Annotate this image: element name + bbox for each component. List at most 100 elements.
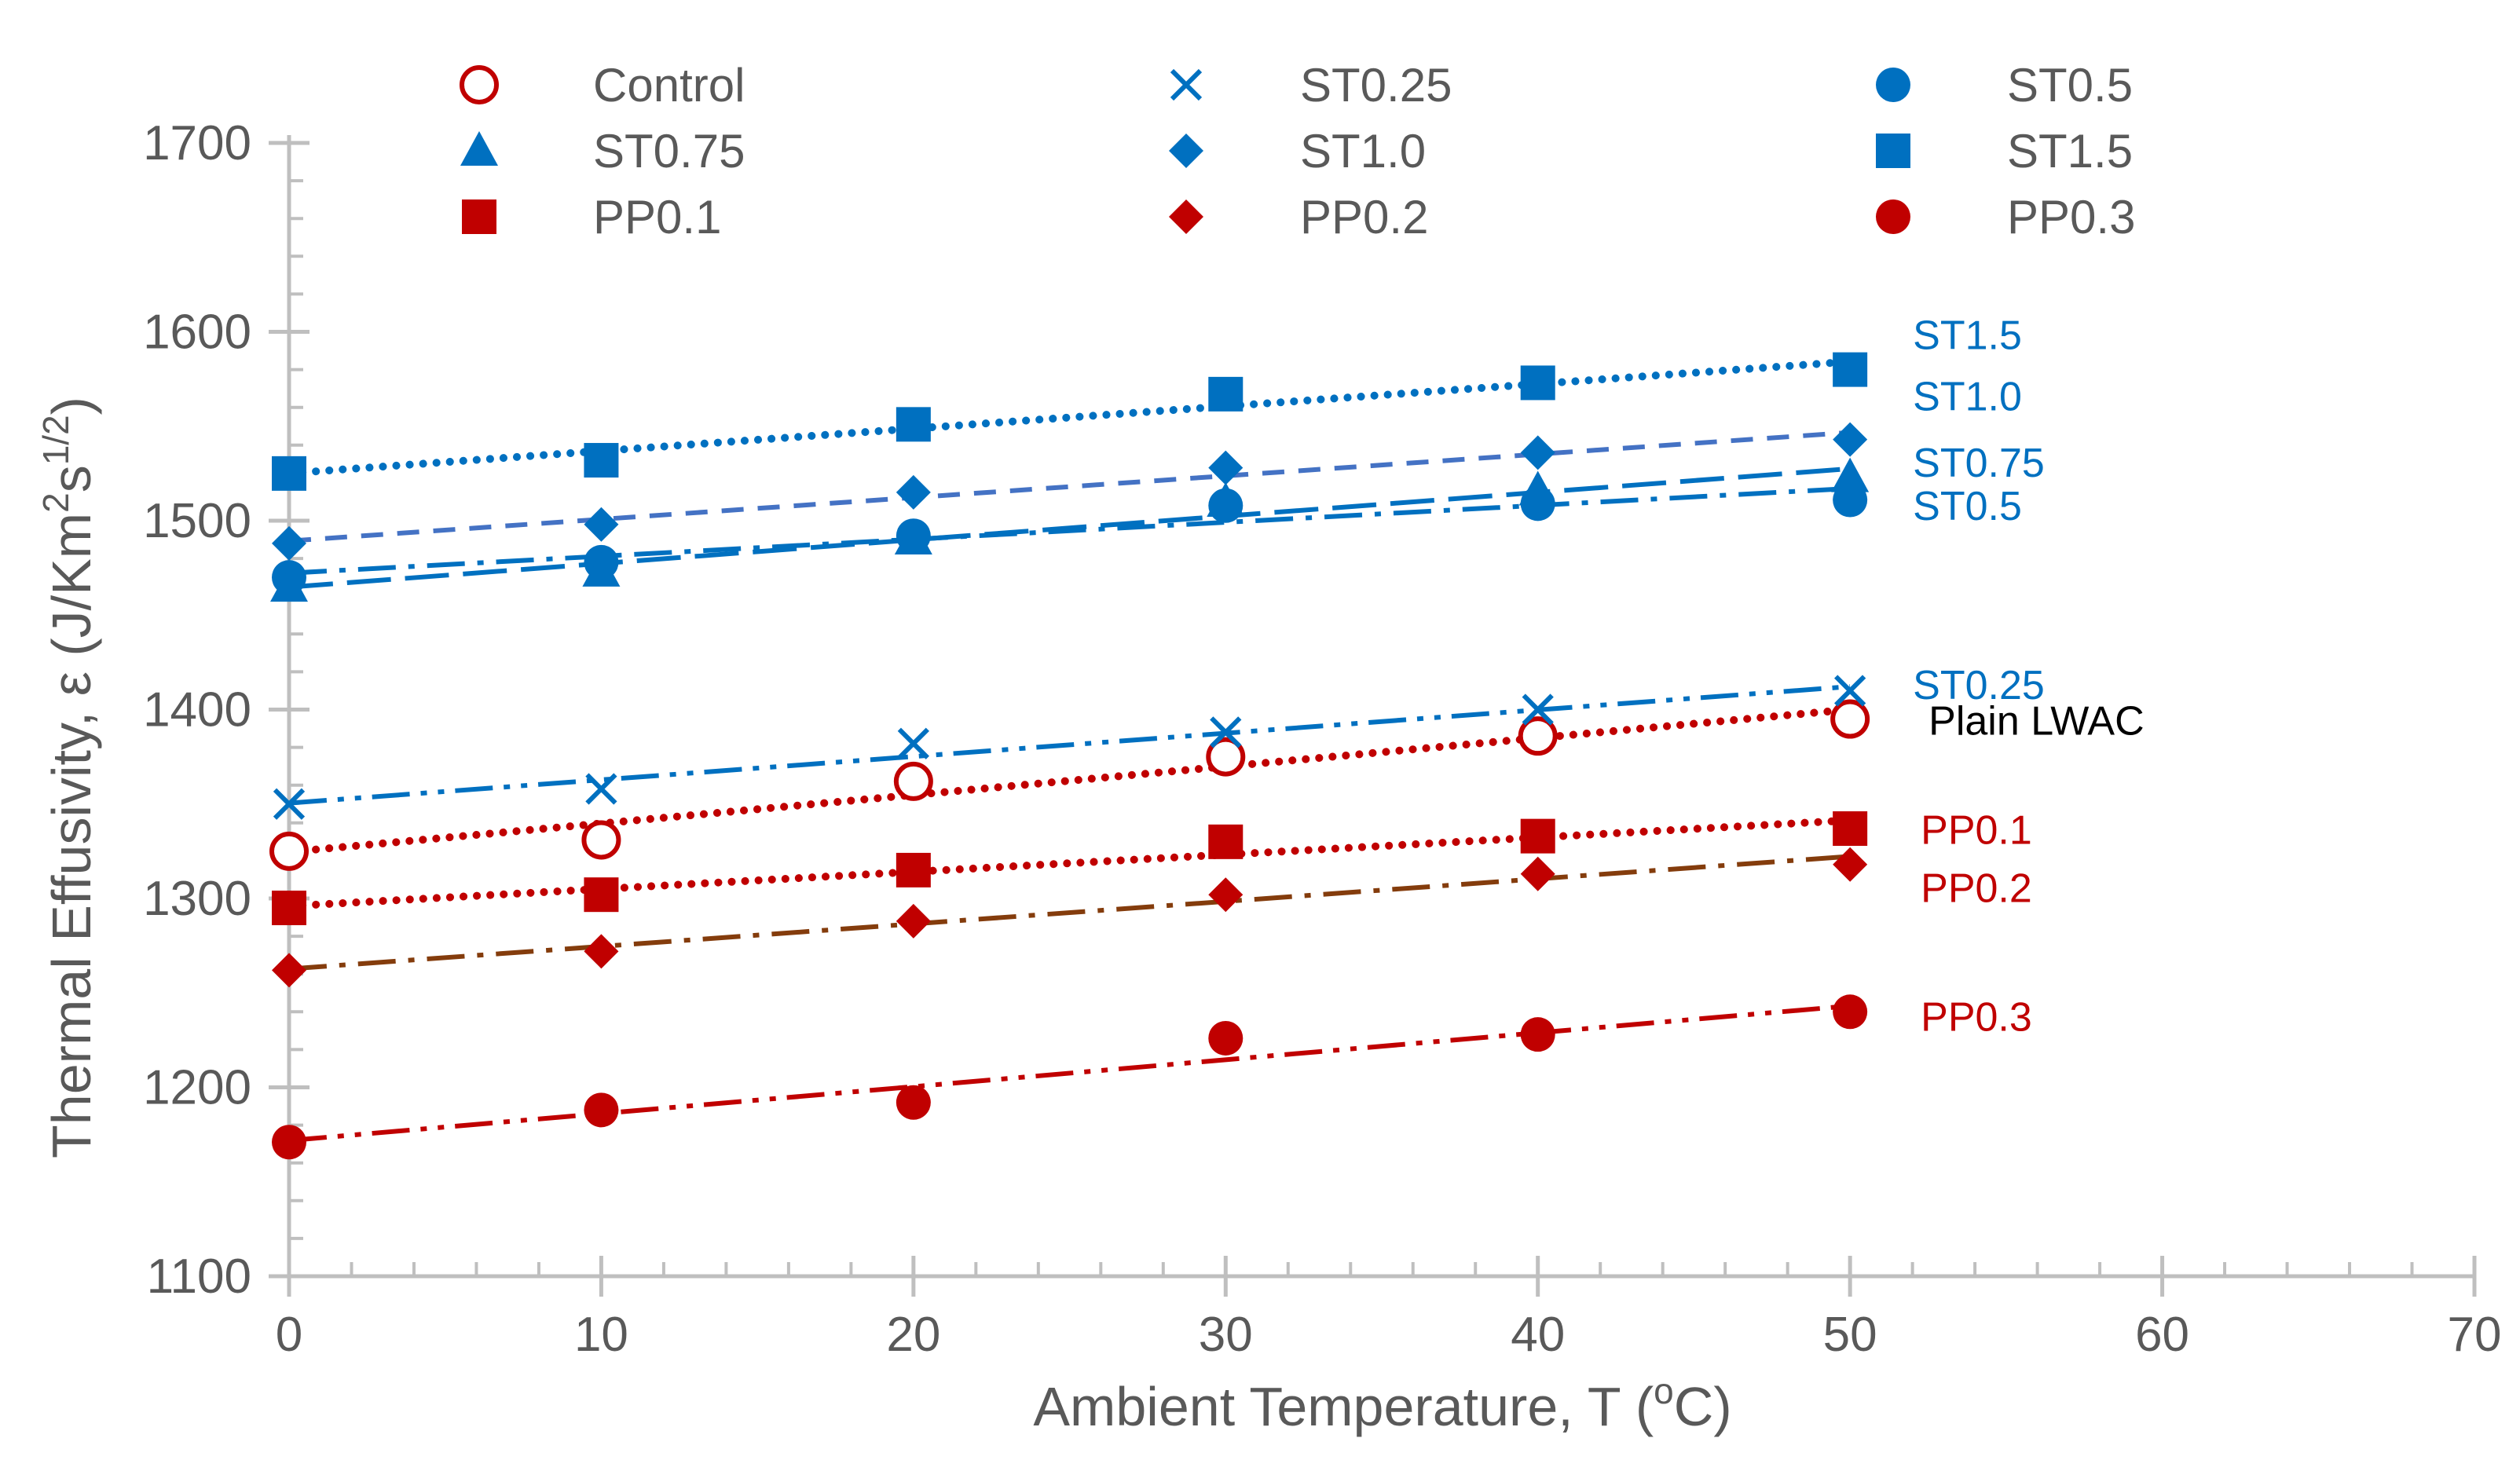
x-tick-label: 70: [2448, 1308, 2502, 1362]
marker-pp0-1: [272, 891, 306, 926]
marker-st0-75: [1831, 457, 1870, 492]
marker-st0-25: [1834, 675, 1866, 707]
marker-pp0-1: [1520, 818, 1555, 854]
marker-pp0-2: [584, 934, 619, 969]
marker-st0-75: [270, 567, 308, 602]
legend-marker-pp0-3: [1876, 199, 1910, 234]
legend-item-st0-25: ST0.25: [1170, 59, 1452, 112]
series-label-st1-0: ST1.0: [1913, 375, 2022, 420]
marker-pp0-2: [272, 953, 306, 988]
marker-st1-0: [1520, 435, 1555, 470]
marker-st0-75: [894, 520, 932, 555]
marker-st1-0: [584, 507, 619, 542]
legend-item-st1-0: ST1.0: [1169, 125, 1426, 177]
marker-st0-75: [1207, 481, 1245, 517]
axes: 1100 1200 1300 1400 1500 1600 1700 0 10 20 30 40 50 6…: [143, 116, 2501, 1362]
marker-pp0-3: [272, 1125, 306, 1160]
marker-control: [893, 761, 933, 801]
series-label-st0-75: ST0.75: [1913, 441, 2045, 486]
marker-pp0-3: [584, 1092, 619, 1128]
y-tick-label: 1300: [143, 872, 251, 926]
trendline-pp0-3: [288, 1003, 1851, 1143]
y-tick-label: 1500: [143, 494, 251, 548]
legend-item-pp0-3: PP0.3: [1876, 191, 2135, 243]
data-markers: [269, 352, 1870, 1160]
legend-label-control: Control: [593, 59, 745, 112]
y-tick-label: 1600: [143, 306, 251, 360]
legend-marker-control: [460, 65, 499, 104]
series-label-st0-5: ST0.5: [1913, 484, 2022, 529]
marker-pp0-3: [1520, 1017, 1555, 1052]
legend-marker-st0-75: [460, 131, 498, 166]
marker-st1-0: [1833, 422, 1868, 457]
x-tick-label: 0: [276, 1308, 302, 1362]
x-tick-label: 40: [1511, 1308, 1565, 1362]
marker-pp0-3: [896, 1085, 931, 1120]
marker-st1-5: [1520, 365, 1555, 401]
marker-pp0-2: [896, 903, 931, 939]
series-label-st1-5: ST1.5: [1913, 313, 2022, 358]
legend-item-st1-5: ST1.5: [1876, 125, 2133, 177]
series-label-st0-25: ST0.25: [1913, 663, 2045, 708]
marker-control: [1206, 737, 1246, 777]
trendline-st0-5: [288, 485, 1851, 576]
legend-marker-st0-25: [1170, 68, 1203, 101]
y-tick-label: 1100: [147, 1250, 251, 1304]
legend-label-st1-5: ST1.5: [2007, 125, 2133, 177]
trendline-pp0-1: [285, 816, 1855, 910]
marker-st0-25: [897, 727, 929, 759]
marker-st1-5: [1833, 352, 1868, 387]
marker-st0-25: [585, 773, 617, 805]
series-label-pp0-2: PP0.2: [1921, 865, 2032, 911]
x-axis-title: Ambient Temperature, T (oC): [1033, 1370, 1731, 1437]
legend-label-pp0-3: PP0.3: [2007, 191, 2135, 243]
marker-st1-5: [896, 407, 931, 442]
marker-pp0-1: [584, 877, 619, 913]
legend-label-st0-5: ST0.5: [2007, 59, 2133, 112]
legend-label-st0-75: ST0.75: [593, 125, 745, 177]
marker-st1-5: [584, 443, 619, 478]
marker-pp0-2: [1520, 856, 1555, 891]
marker-pp0-2: [1833, 847, 1868, 882]
y-axis-title: Thermal Effusivity, ε (J/Km2s1/2): [35, 397, 102, 1158]
marker-control: [269, 831, 309, 871]
marker-pp0-3: [1208, 1020, 1244, 1056]
x-tick-label: 20: [886, 1308, 940, 1362]
legend-label-pp0-1: PP0.1: [593, 191, 721, 243]
x-tick-label: 60: [2135, 1308, 2189, 1362]
legend-marker-st1-5: [1876, 134, 1910, 168]
marker-st1-0: [1208, 450, 1244, 485]
legend-item-st0-5: ST0.5: [1876, 59, 2133, 112]
marker-st0-25: [1210, 716, 1242, 748]
legend-marker-st0-5: [1876, 68, 1910, 102]
marker-control: [1830, 699, 1870, 739]
x-tick-label: 30: [1199, 1308, 1253, 1362]
trendline-st1-5: [285, 357, 1855, 478]
marker-st1-5: [272, 456, 306, 491]
marker-pp0-3: [1833, 994, 1868, 1030]
marker-st0-25: [1522, 693, 1554, 726]
trendline-pp0-2: [288, 854, 1851, 972]
marker-pp0-1: [1208, 824, 1244, 859]
legend: Control ST0.25 ST0.5 ST0.75 ST1.0 ST1.5 PP0.1 P…: [460, 59, 2135, 243]
marker-st0-25: [273, 788, 306, 820]
y-tick-label: 1200: [143, 1061, 251, 1115]
trendline-st0-25: [288, 684, 1851, 806]
marker-control: [581, 820, 621, 860]
series-label-control: Plain LWAC: [1928, 698, 2145, 744]
legend-item-st0-75: ST0.75: [460, 125, 745, 177]
legend-item-control: Control: [460, 59, 745, 112]
marker-st0-75: [582, 551, 621, 587]
trendline-control: [285, 705, 1855, 856]
marker-st1-0: [272, 525, 306, 561]
x-tick-label: 50: [1823, 1308, 1877, 1362]
marker-pp0-2: [1208, 877, 1244, 913]
marker-control: [1518, 716, 1558, 756]
trendline-st0-75: [288, 466, 1851, 590]
x-tick-label: 10: [574, 1308, 628, 1362]
series-label-pp0-1: PP0.1: [1921, 807, 2032, 853]
marker-st1-5: [1208, 376, 1244, 412]
legend-label-st1-0: ST1.0: [1300, 125, 1426, 177]
